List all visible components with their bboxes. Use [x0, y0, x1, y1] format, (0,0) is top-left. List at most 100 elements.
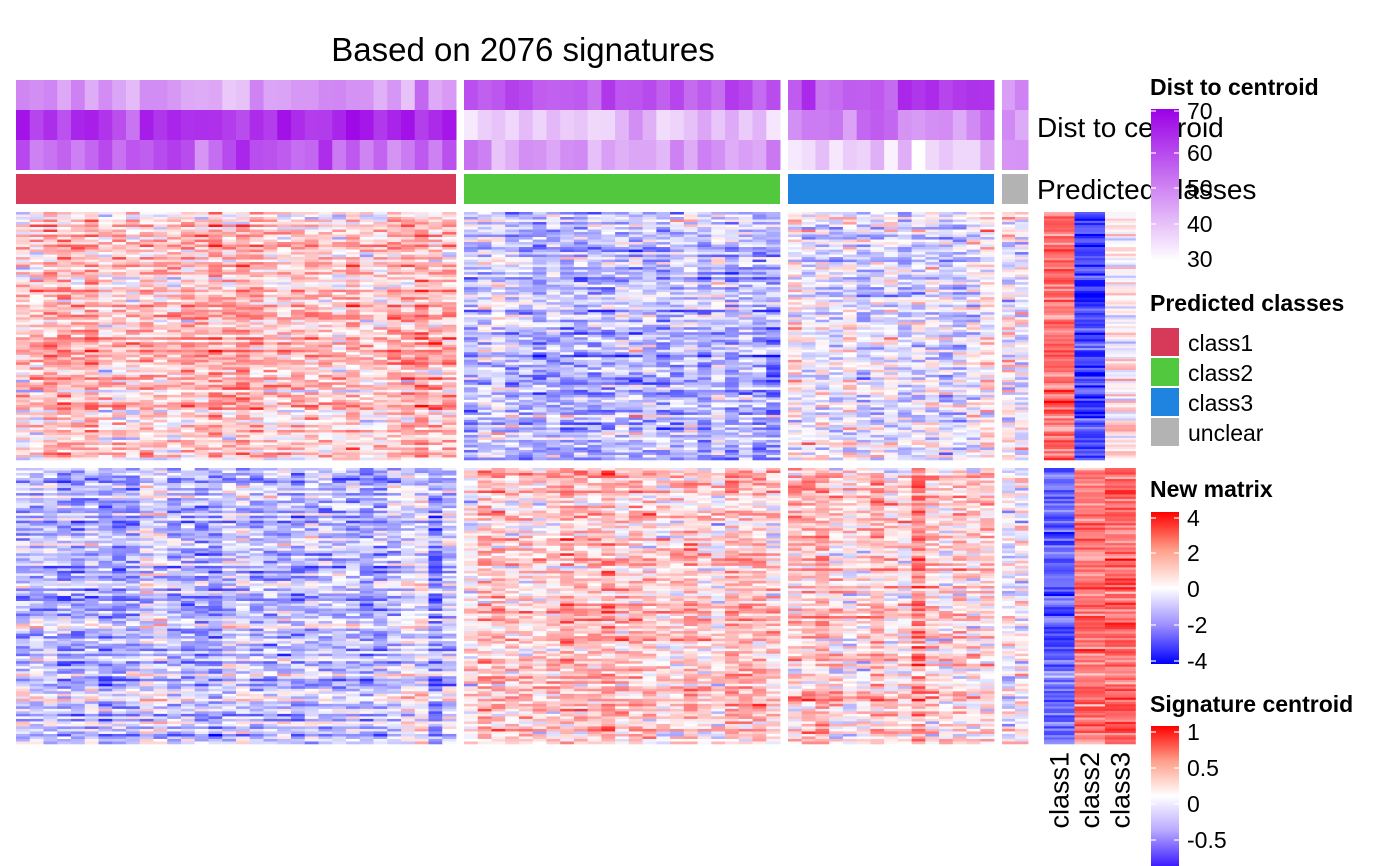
heat-cell [304, 219, 319, 223]
heat-cell [43, 718, 58, 722]
heat-cell [236, 407, 251, 411]
heat-cell [304, 344, 319, 348]
heat-cell [304, 337, 319, 341]
heat-cell [16, 274, 31, 278]
heat-cell [71, 568, 86, 572]
heat-cell [291, 257, 306, 260]
heat-cell [236, 352, 251, 356]
heat-cell [57, 349, 72, 353]
heat-cell [291, 452, 306, 456]
heat-cell [167, 475, 182, 479]
heat-cell [153, 214, 168, 218]
heat-cell [112, 342, 127, 346]
heat-cell [263, 347, 278, 351]
heat-cell [263, 432, 278, 436]
heat-cell [291, 322, 306, 326]
heat-cell [222, 274, 237, 278]
heat-cell [98, 229, 113, 233]
heat-cell [428, 217, 443, 220]
heat-cell [194, 277, 209, 280]
heat-cell [332, 284, 347, 288]
dist-cell [57, 80, 72, 110]
dist-cell [911, 140, 926, 170]
heat-cell [43, 473, 58, 476]
heat-cell [387, 324, 402, 328]
heat-cell [373, 212, 388, 215]
heat-cell [387, 319, 402, 323]
heat-cell [304, 397, 319, 401]
heat-cell [57, 257, 72, 260]
heat-cell [139, 279, 154, 283]
heat-cell [112, 731, 127, 735]
heat-cell [29, 267, 44, 270]
dist-cell [642, 80, 657, 110]
heat-cell [112, 247, 127, 250]
heat-cell [16, 444, 31, 448]
heat-cell [16, 708, 31, 712]
heat-cell [249, 414, 264, 418]
heat-cell [139, 242, 154, 245]
heat-cell [139, 508, 154, 511]
heat-cell [98, 384, 113, 388]
heat-cell [43, 565, 58, 569]
heat-cell [277, 249, 292, 253]
heat-cell [57, 583, 72, 587]
heat-cell [112, 493, 127, 496]
heat-cell [112, 606, 127, 609]
heat-cell [442, 387, 457, 391]
dist-cell [208, 80, 223, 110]
dist-cell [401, 80, 416, 110]
heat-cell [71, 284, 86, 288]
heat-cell [167, 673, 182, 677]
heat-cell [84, 417, 99, 421]
heat-cell [98, 427, 113, 431]
heat-cell [84, 422, 99, 426]
heat-cell [442, 212, 457, 215]
heat-cell [291, 357, 306, 361]
heat-cell [181, 696, 196, 700]
heat-cell [236, 264, 251, 268]
heat-cell [318, 277, 333, 280]
heat-cell [277, 212, 292, 215]
heat-cell [126, 533, 141, 537]
heat-cell [153, 723, 168, 727]
heat-cell [346, 344, 361, 348]
heat-cell [43, 643, 58, 647]
heat-cell [139, 683, 154, 687]
heat-cell [43, 309, 58, 313]
heat-cell [401, 267, 416, 270]
heat-cell [318, 247, 333, 250]
heat-cell [71, 525, 86, 529]
heat-cell [71, 578, 86, 582]
heat-cell [153, 623, 168, 627]
heat-cell [332, 317, 347, 321]
heat-cell [153, 249, 168, 253]
heat-cell [249, 359, 264, 363]
heat-cell [126, 733, 141, 737]
heat-cell [181, 254, 196, 258]
heat-cell [401, 302, 416, 305]
heat-cell [236, 327, 251, 331]
heat-cell [249, 397, 264, 401]
heat-cell [43, 452, 58, 456]
heat-cell [139, 633, 154, 637]
heat-cell [249, 419, 264, 423]
heat-cell [387, 277, 402, 280]
heat-cell [112, 352, 127, 356]
heat-cell [43, 733, 58, 737]
heat-cell [16, 673, 31, 677]
heat-cell [222, 434, 237, 438]
heat-cell [332, 402, 347, 406]
heat-cell [57, 550, 72, 554]
heat-cell [194, 525, 209, 529]
heat-cell [194, 224, 209, 228]
heat-cell [428, 257, 443, 260]
heat-cell [167, 543, 182, 547]
heat-cell [43, 279, 58, 283]
heat-cell [428, 379, 443, 383]
heat-cell [153, 409, 168, 413]
heat-cell [208, 252, 223, 255]
heat-cell [57, 570, 72, 574]
heat-cell [249, 452, 264, 456]
heat-cell [167, 449, 182, 453]
